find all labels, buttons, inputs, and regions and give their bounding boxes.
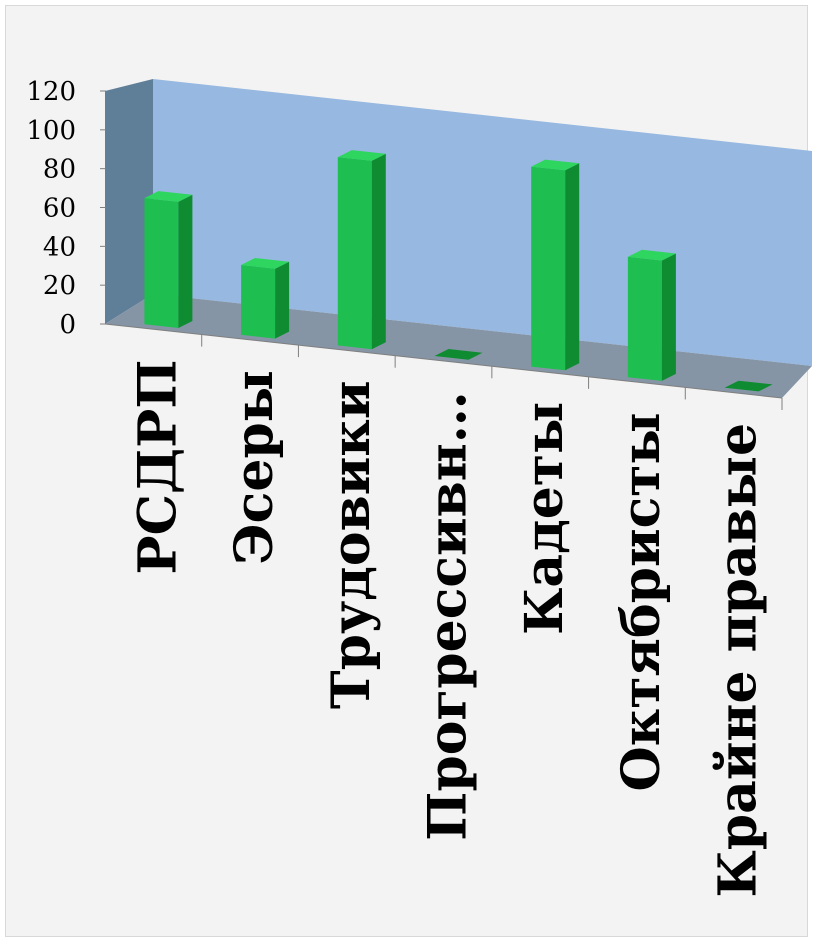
x-tick-label: Прогрессивн… — [418, 391, 479, 841]
bar-flat — [724, 380, 773, 392]
bar-front — [531, 166, 566, 371]
y-tick-label: 0 — [59, 310, 76, 340]
x-axis-line — [104, 323, 783, 399]
bar-front — [337, 157, 372, 350]
x-tick-label: Октябристы — [611, 412, 672, 791]
y-tick-label: 100 — [26, 116, 76, 146]
bar-top — [627, 249, 676, 261]
bar-side — [275, 261, 290, 339]
bar-side — [565, 163, 580, 371]
bar-front — [627, 256, 662, 381]
y-tick-label: 80 — [43, 155, 76, 185]
bar-top — [144, 191, 193, 202]
x-tick-label: Кадеты — [514, 402, 575, 635]
x-tick-label: Крайне правые — [708, 423, 769, 898]
x-tick-label: Эсеры — [224, 370, 285, 565]
bar-top — [241, 258, 290, 269]
y-tick-label: 40 — [43, 232, 76, 262]
bar-side — [661, 253, 676, 381]
bar-front — [144, 198, 179, 328]
side-wall — [105, 79, 153, 324]
y-tick-label: 60 — [43, 194, 76, 224]
bar-flat — [434, 349, 483, 360]
chart-frame: 0 20 40 60 80 100 120 РСДРП Эсеры Трудовики Прогре… — [5, 5, 812, 937]
bar-side — [371, 153, 386, 350]
x-tick-label: РСДРП — [127, 360, 188, 575]
y-tick-label: 120 — [26, 77, 76, 107]
x-tick-label: Трудовики — [321, 381, 382, 710]
bar-side — [178, 194, 193, 328]
y-tick-label: 20 — [43, 271, 76, 301]
bar-front — [241, 265, 276, 339]
bar-chart-3d: 0 20 40 60 80 100 120 РСДРП Эсеры Трудовики Прогре… — [26, 77, 812, 898]
bar-top — [337, 150, 386, 161]
bar-top — [531, 159, 580, 171]
